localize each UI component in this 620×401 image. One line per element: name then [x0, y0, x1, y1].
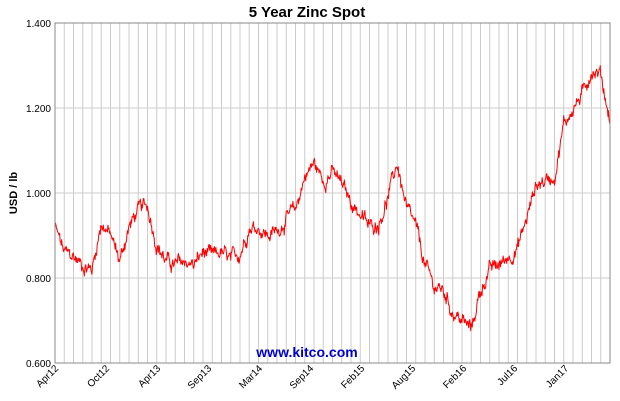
- chart-title: 5 Year Zinc Spot: [249, 4, 365, 21]
- x-tick-label: Apr13: [136, 363, 163, 390]
- y-tick-label: 0.600: [26, 359, 51, 370]
- kitco-watermark: www.kitco.com: [255, 344, 357, 360]
- x-tick-label: Jul16: [495, 363, 520, 388]
- x-tick-label: Oct12: [85, 363, 112, 390]
- y-tick-label: 1.200: [26, 104, 51, 115]
- x-tick-label: Feb16: [441, 363, 469, 391]
- zinc-price-line: [54, 65, 611, 332]
- y-tick-label: 1.400: [26, 19, 51, 30]
- y-tick-label: 1.000: [26, 189, 51, 200]
- x-tick-label: Mar14: [237, 363, 265, 391]
- x-tick-label: Feb15: [339, 363, 367, 391]
- y-axis-label: USD / lb: [8, 172, 20, 214]
- gridlines: [54, 22, 611, 364]
- x-tick-label: Aug15: [390, 363, 419, 392]
- x-tick-label: Sep14: [288, 363, 317, 392]
- x-tick-label: Sep13: [186, 363, 215, 392]
- y-axis-ticks: 0.600 0.800 1.000 1.200 1.400: [26, 19, 51, 370]
- plot-frame: [54, 22, 611, 364]
- x-tick-label: Jan17: [544, 363, 571, 390]
- x-axis-ticks: Apr12 Oct12 Apr13 Sep13 Mar14 Sep14 Feb15 Aug15…: [34, 363, 571, 392]
- y-tick-label: 0.800: [26, 274, 51, 285]
